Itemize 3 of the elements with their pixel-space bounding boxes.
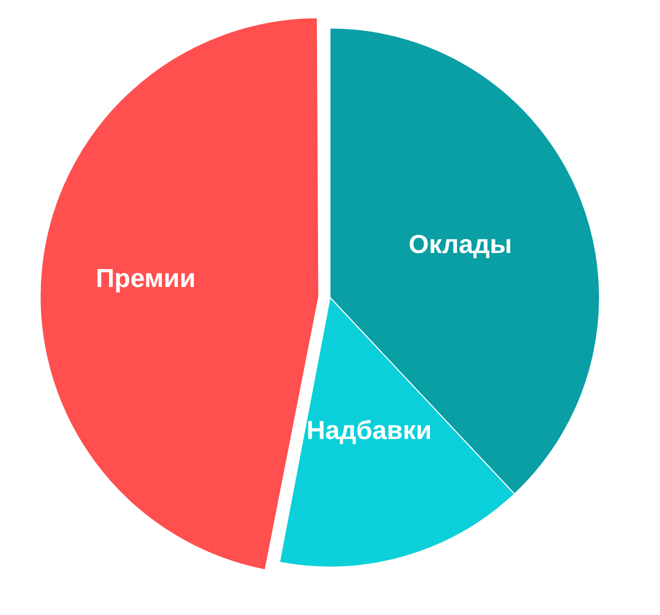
slice-label: Оклады — [408, 229, 512, 260]
slice-label: Премии — [96, 263, 196, 294]
slice-label: Надбавки — [306, 415, 432, 446]
